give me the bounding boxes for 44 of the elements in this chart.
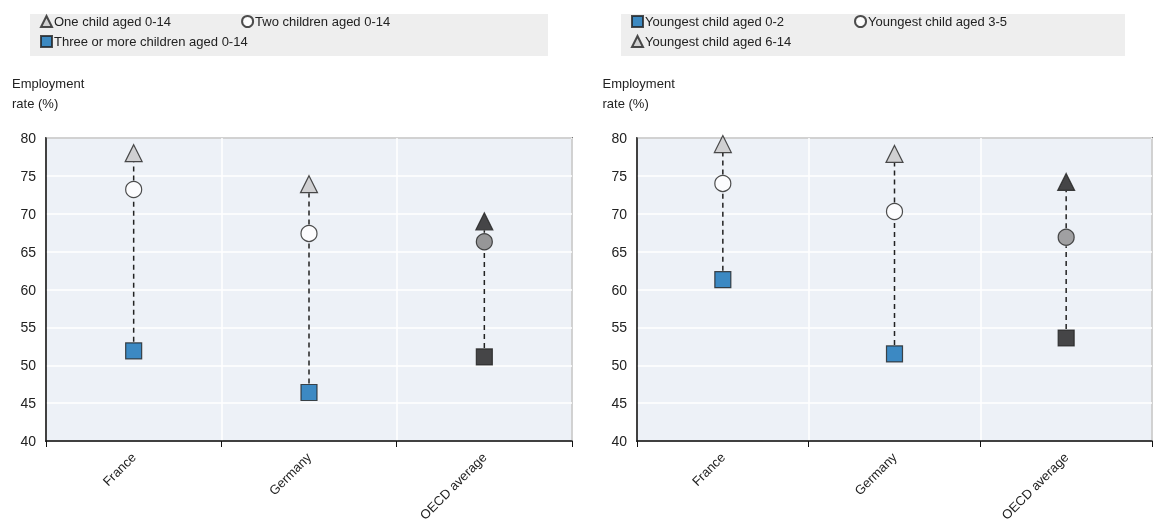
point [1056, 172, 1075, 192]
y-tick-label: 50 [20, 357, 37, 374]
point [884, 144, 904, 164]
y-tick-label: 60 [610, 281, 627, 298]
legend-label: Youngest child aged 6-14 [644, 34, 791, 49]
y-tick-label: 70 [610, 205, 627, 222]
point [713, 271, 731, 289]
y-tick-label: 40 [20, 433, 37, 449]
y-tick-label: 75 [20, 167, 37, 184]
point [475, 233, 493, 251]
point [125, 342, 143, 360]
y-tick-label: 70 [20, 205, 37, 222]
point [1057, 329, 1075, 347]
legend-label: Three or more children aged 0-14 [54, 34, 248, 49]
point [713, 134, 732, 154]
y-tick-label: 80 [610, 130, 627, 146]
y-axis-title: Employment rate (%) [602, 75, 676, 113]
point [124, 144, 143, 163]
legend-label: One child aged 0-14 [54, 14, 172, 29]
point [885, 345, 903, 363]
point [475, 212, 494, 231]
legend-label: Two children aged 0-14 [255, 14, 391, 29]
y-tick-label: 55 [20, 319, 37, 336]
y-tick-label: 65 [610, 243, 627, 260]
point [299, 175, 319, 194]
y-tick-label: 80 [20, 130, 37, 146]
y-tick-label: 50 [610, 357, 627, 374]
y-tick-label: 60 [20, 281, 37, 298]
point [475, 348, 493, 366]
point [300, 224, 318, 243]
y-tick-label: 55 [610, 319, 627, 336]
legend-label: Youngest child aged 0-2 [644, 14, 784, 29]
legend-label: Youngest child aged 3-5 [867, 14, 1007, 29]
point [885, 202, 903, 221]
point [125, 180, 143, 199]
point [300, 383, 318, 402]
y-tick-label: 40 [610, 433, 627, 449]
point [713, 174, 731, 193]
y-tick-label: 45 [610, 395, 627, 412]
y-axis-title: Employment rate (%) [12, 75, 86, 113]
y-tick-label: 65 [20, 243, 37, 260]
y-tick-label: 75 [610, 167, 627, 184]
point [1057, 228, 1075, 246]
y-tick-label: 45 [20, 395, 37, 412]
